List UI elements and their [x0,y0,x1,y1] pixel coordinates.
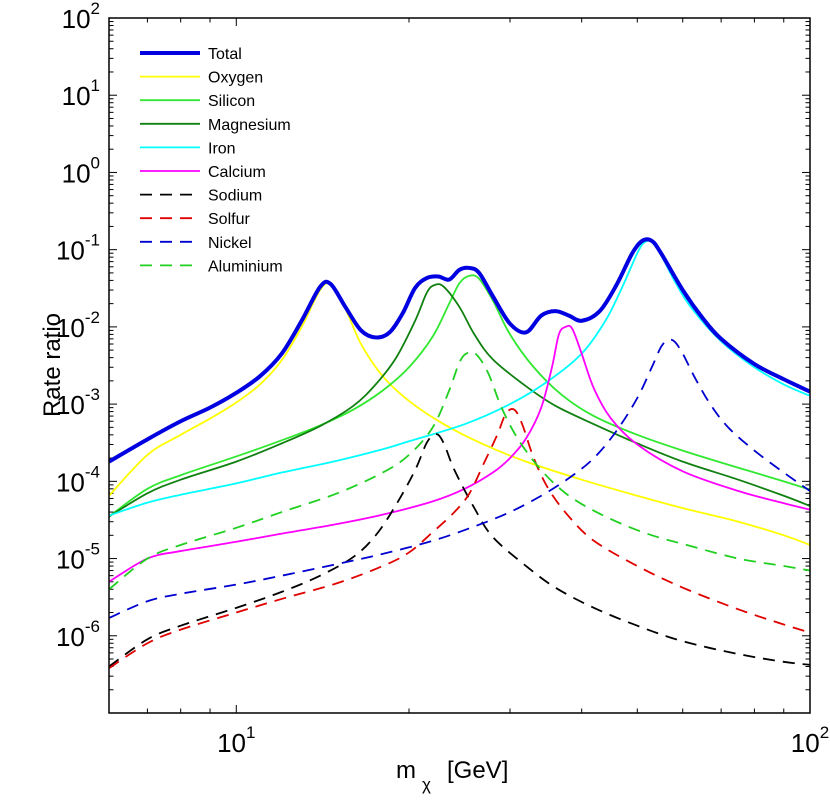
tick-labels: 101 102 10-6 10-5 10-4 10-3 10-2 10-1 100 101 102 [56,0,829,758]
legend-label-nickel: Nickel [208,235,252,252]
legend-label-magnesium: Magnesium [208,117,291,134]
y-tick-label: 102 [62,0,100,34]
x-axis-label-base: m [396,757,416,784]
y-tick-label: 10-6 [56,617,100,652]
y-tick-label: 10-5 [56,540,100,575]
series-line-calcium [109,324,810,583]
series-line-silicon [109,274,810,518]
series-line-aluminium [109,351,810,590]
plot-area [109,18,810,713]
y-tick-label: 10-2 [56,308,100,343]
series-line-magnesium [109,283,810,518]
series-line-total [109,237,810,464]
series-line-nickel [109,338,810,619]
legend-label-iron: Iron [208,140,236,157]
y-axis-label: Rate ratio [39,313,66,417]
plot-frame [108,17,811,714]
y-tick-label: 10-3 [56,385,100,420]
legend-label-calcium: Calcium [208,164,266,181]
y-tick-label: 100 [62,153,100,188]
series-line-iron [109,239,810,517]
legend-label-aluminium: Aluminium [208,258,283,275]
series-line-solfur [109,408,810,669]
x-axis-label-subscript: χ [422,775,431,794]
x-tick-label: 102 [791,723,829,758]
y-tick-label: 101 [62,76,100,111]
y-tick-label: 10-4 [56,462,100,497]
x-tick-label: 101 [217,723,255,758]
series-lines [109,237,810,669]
series-line-oxygen [109,282,810,546]
legend-label-total: Total [208,46,242,63]
legend-label-sodium: Sodium [208,188,262,205]
legend-label-oxygen: Oxygen [208,70,263,87]
legend-label-silicon: Silicon [208,93,255,110]
series-line-sodium [109,433,810,668]
x-axis-label: m χ [GeV] [396,757,508,794]
legend-label-solfur: Solfur [208,211,250,228]
legend: Total Oxygen Silicon Magnesium Iron Calcium So… [140,46,291,275]
x-axis-label-unit: [GeV] [447,757,508,784]
y-tick-label: 10-1 [56,231,100,266]
